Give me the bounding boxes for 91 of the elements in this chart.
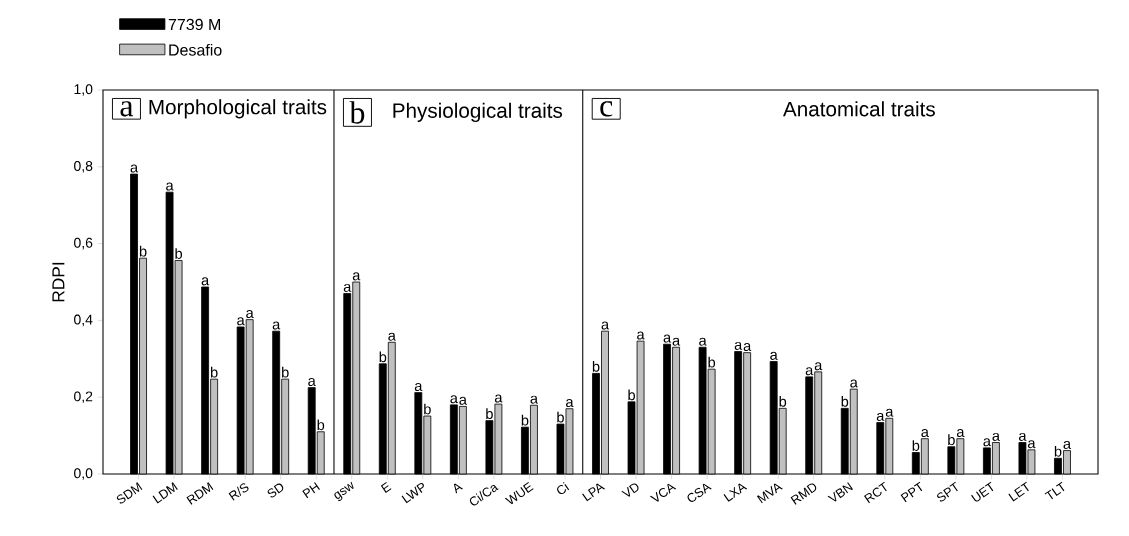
data-label: b <box>1054 445 1062 457</box>
data-label: a <box>876 412 885 421</box>
data-label: a <box>885 408 894 417</box>
data-label: a <box>237 317 245 326</box>
annotation: b <box>349 101 365 124</box>
data-label: a <box>201 277 210 286</box>
x-tick-label: UET <box>971 481 994 502</box>
annotation: Anatomical traits <box>783 101 935 117</box>
x-tick-label: RCT <box>864 481 887 504</box>
data-label: a <box>450 395 458 404</box>
data-label: a <box>601 321 610 330</box>
data-label: b <box>592 361 600 372</box>
data-label: a <box>983 438 991 447</box>
data-label: a <box>1027 440 1036 449</box>
x-tick-label: SPT <box>937 481 958 502</box>
y-axis-title: RDPI <box>52 262 65 302</box>
data-label: a <box>805 367 814 376</box>
data-label: a <box>1018 432 1027 441</box>
data-label: a <box>459 396 467 405</box>
data-label: b <box>708 356 716 368</box>
y-tick-label: 0,0 <box>74 468 93 480</box>
x-tick-label: VBN <box>827 482 854 502</box>
x-tick-label: LET <box>1008 481 1029 502</box>
annotation: a <box>120 101 134 117</box>
x-tick-label: E <box>380 482 392 493</box>
x-tick-label: Ci <box>557 482 570 495</box>
data-label: b <box>948 434 955 446</box>
y-tick-label: 0,4 <box>74 314 93 327</box>
x-tick-label: VCA <box>649 483 677 502</box>
x-tick-label: TLT <box>1044 481 1065 500</box>
data-label: a <box>672 337 681 346</box>
data-label: a <box>166 182 174 191</box>
x-tick-label: PPT <box>900 481 923 503</box>
data-label: a <box>308 377 316 386</box>
x-tick-label: LXA <box>723 483 748 502</box>
data-label: a <box>814 362 823 371</box>
x-tick-label: LWP <box>401 482 424 504</box>
data-label: a <box>566 399 574 408</box>
y-tick-label: 1,0 <box>74 84 93 96</box>
data-label: a <box>743 343 752 352</box>
data-label: a <box>850 379 858 388</box>
x-tick-label: R/S <box>228 483 249 501</box>
data-label: b <box>557 411 564 423</box>
data-label: a <box>530 395 539 404</box>
data-label: b <box>424 403 431 415</box>
data-label: a <box>414 382 423 391</box>
legend-label: Desafio <box>169 43 222 56</box>
x-tick-label: SD <box>267 483 284 498</box>
x-tick-label: CSA <box>687 483 712 502</box>
x-tick-label: gsw <box>334 481 354 501</box>
x-tick-label: A <box>453 483 463 494</box>
data-label: a <box>272 321 281 330</box>
data-label: a <box>699 337 707 346</box>
data-label: a <box>246 310 254 319</box>
annotation: c <box>600 101 613 117</box>
x-tick-label: LPA <box>582 483 606 502</box>
data-label: a <box>734 341 743 350</box>
data-label: b <box>282 366 289 378</box>
annotation: Physiological traits <box>393 102 563 123</box>
x-tick-label: VD <box>621 483 639 497</box>
legend-label: 7739 M <box>168 18 221 31</box>
y-tick-label: 0,8 <box>74 161 93 173</box>
data-label: b <box>317 419 325 431</box>
data-label: a <box>637 331 645 340</box>
y-tick-label: 0,6 <box>74 237 93 250</box>
x-tick-label: MVA <box>756 483 783 504</box>
data-label: a <box>494 394 503 403</box>
data-label: a <box>663 334 672 343</box>
data-label: b <box>628 389 635 401</box>
data-label: a <box>130 164 139 173</box>
data-label: a <box>352 272 361 281</box>
y-tick-label: 0,2 <box>74 391 93 403</box>
data-label: b <box>521 414 529 426</box>
data-label: b <box>379 351 387 363</box>
data-label: a <box>388 332 396 341</box>
data-label: b <box>210 366 218 378</box>
data-label: a <box>956 429 965 438</box>
data-label: b <box>139 245 147 257</box>
data-label: b <box>779 395 787 407</box>
data-label: a <box>992 432 1000 441</box>
data-label: b <box>175 248 183 259</box>
annotation: Morphological traits <box>149 99 327 119</box>
data-label: a <box>343 283 352 292</box>
x-tick-label: PH <box>302 482 320 499</box>
data-label: a <box>921 429 929 438</box>
data-label: b <box>912 440 920 451</box>
data-label: b <box>841 395 849 407</box>
data-label: a <box>770 351 778 360</box>
data-label: a <box>1063 440 1072 449</box>
x-tick-label: Ci/Ca <box>469 484 499 506</box>
data-label: b <box>486 408 493 420</box>
